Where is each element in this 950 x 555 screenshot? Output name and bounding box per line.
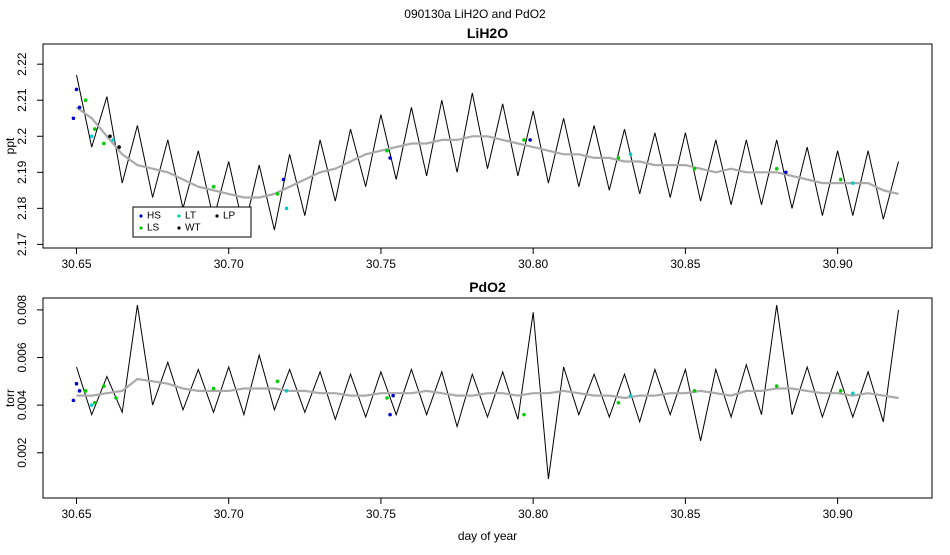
legend-label: LP [223, 211, 236, 222]
y-axis-label: ppt [3, 137, 17, 154]
data-point [774, 166, 779, 171]
x-tick-label: 30.85 [670, 507, 700, 521]
data-point [275, 379, 280, 384]
legend-marker [177, 226, 181, 230]
legend-marker [177, 214, 181, 218]
data-point [102, 141, 106, 146]
data-point [616, 156, 621, 160]
y-tick-label: 2.22 [15, 52, 29, 76]
data-point [284, 389, 289, 393]
plot-frame [42, 297, 933, 499]
y-tick-label: 0.004 [15, 390, 29, 420]
data-point [89, 403, 94, 407]
panel-title: LiH2O [467, 25, 508, 41]
y-tick-label: 0.008 [15, 295, 29, 325]
data-point [117, 145, 121, 149]
data-point [108, 134, 112, 139]
panel-title: PdO2 [469, 279, 506, 295]
data-point [522, 138, 526, 142]
data-point [275, 192, 280, 196]
data-point [692, 389, 697, 393]
x-tick-label: 30.80 [518, 507, 548, 521]
data-point [211, 386, 216, 391]
data-point [385, 396, 389, 400]
data-point [111, 138, 115, 142]
x-tick-label: 30.75 [366, 257, 396, 271]
data-line [76, 377, 899, 400]
data-point [692, 166, 697, 171]
data-point [784, 170, 788, 175]
x-tick-label: 30.85 [670, 257, 700, 271]
data-point [77, 389, 82, 393]
x-tick-label: 30.70 [214, 257, 244, 271]
legend-box [132, 206, 252, 238]
x-tick-label: 30.80 [518, 257, 548, 271]
data-point [838, 389, 843, 393]
plot-area [71, 305, 899, 480]
data-point [281, 177, 286, 182]
data-line [76, 305, 899, 480]
x-axis-label: day of year [458, 529, 517, 543]
y-tick-label: 0.002 [15, 437, 29, 467]
data-point [388, 156, 392, 160]
data-point [774, 384, 779, 388]
data-point [388, 412, 392, 417]
data-point [92, 127, 97, 131]
x-tick-label: 30.90 [823, 257, 853, 271]
legend-marker [139, 226, 143, 230]
y-tick-label: 2.19 [15, 160, 29, 184]
legend-marker [139, 214, 143, 218]
data-point [838, 177, 843, 182]
legend-label: LS [147, 223, 160, 234]
legend-label: HS [147, 211, 161, 222]
x-tick-label: 30.65 [61, 257, 91, 271]
data-point [628, 152, 633, 157]
data-point [114, 396, 118, 400]
x-tick-label: 30.75 [366, 507, 396, 521]
x-tick-label: 30.65 [61, 507, 91, 521]
data-point [83, 98, 88, 103]
data-point [284, 206, 289, 211]
data-point [522, 412, 526, 417]
data-point [628, 393, 633, 398]
data-point [92, 400, 97, 405]
y-tick-label: 0.006 [15, 342, 29, 372]
legend-label: WT [185, 223, 201, 234]
data-point [385, 148, 389, 153]
y-tick-label: 2.18 [15, 196, 29, 220]
data-point [71, 398, 76, 403]
data-point [83, 389, 88, 393]
figure-title: 090130a LiH2O and PdO2 [404, 7, 546, 21]
data-point [89, 134, 94, 139]
x-tick-label: 30.70 [214, 507, 244, 521]
legend-marker [215, 214, 219, 218]
data-line [75, 106, 899, 199]
y-axis-label: torr [3, 389, 17, 407]
data-point [391, 393, 395, 398]
x-tick-label: 30.90 [823, 507, 853, 521]
y-tick-label: 2.21 [15, 88, 29, 112]
data-point [616, 400, 621, 405]
data-point [211, 184, 216, 189]
data-point [74, 381, 79, 386]
data-point [71, 116, 76, 121]
data-point [851, 181, 855, 185]
y-tick-label: 2.2 [15, 128, 29, 145]
data-point [74, 87, 79, 92]
data-point [77, 105, 82, 110]
y-tick-label: 2.17 [15, 232, 29, 256]
data-point [528, 138, 532, 142]
legend-label: LT [185, 211, 196, 222]
data-point [851, 391, 855, 396]
data-point [102, 384, 106, 388]
plot-frame [42, 43, 933, 249]
